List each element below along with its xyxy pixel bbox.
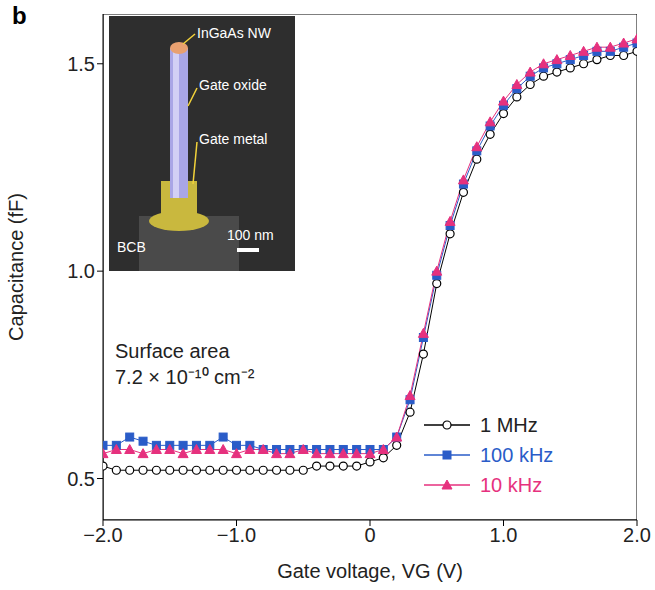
svg-text:0.5: 0.5 <box>67 468 95 490</box>
html-text:Surface area: Surface area <box>115 340 230 362</box>
html-text:1 MHz: 1 MHz <box>480 413 538 436</box>
svg-text:1.0: 1.0 <box>490 524 518 546</box>
svg-text:1.5: 1.5 <box>67 53 95 75</box>
html-text:7.2 × 10⁻¹⁰ cm⁻²: 7.2 × 10⁻¹⁰ cm⁻² <box>115 366 255 388</box>
html-text:b: b <box>12 2 27 29</box>
svg-text:Gate oxide: Gate oxide <box>199 77 267 93</box>
svg-text:1.0: 1.0 <box>67 260 95 282</box>
svg-text:Capacitance (fF): Capacitance (fF) <box>5 193 27 341</box>
svg-text:Gate voltage, VG (V): Gate voltage, VG (V) <box>277 560 463 582</box>
svg-text:−2.0: −2.0 <box>83 524 122 546</box>
svg-text:−1.0: −1.0 <box>217 524 256 546</box>
svg-text:BCB: BCB <box>117 239 146 255</box>
html-text:10 kHz: 10 kHz <box>480 473 543 496</box>
svg-text:0: 0 <box>364 524 375 546</box>
html-text:100 kHz: 100 kHz <box>480 443 554 466</box>
svg-text:100 nm: 100 nm <box>227 227 274 243</box>
svg-text:InGaAs NW: InGaAs NW <box>197 25 272 41</box>
svg-text:Gate metal: Gate metal <box>199 131 267 147</box>
svg-text:2.0: 2.0 <box>623 524 651 546</box>
